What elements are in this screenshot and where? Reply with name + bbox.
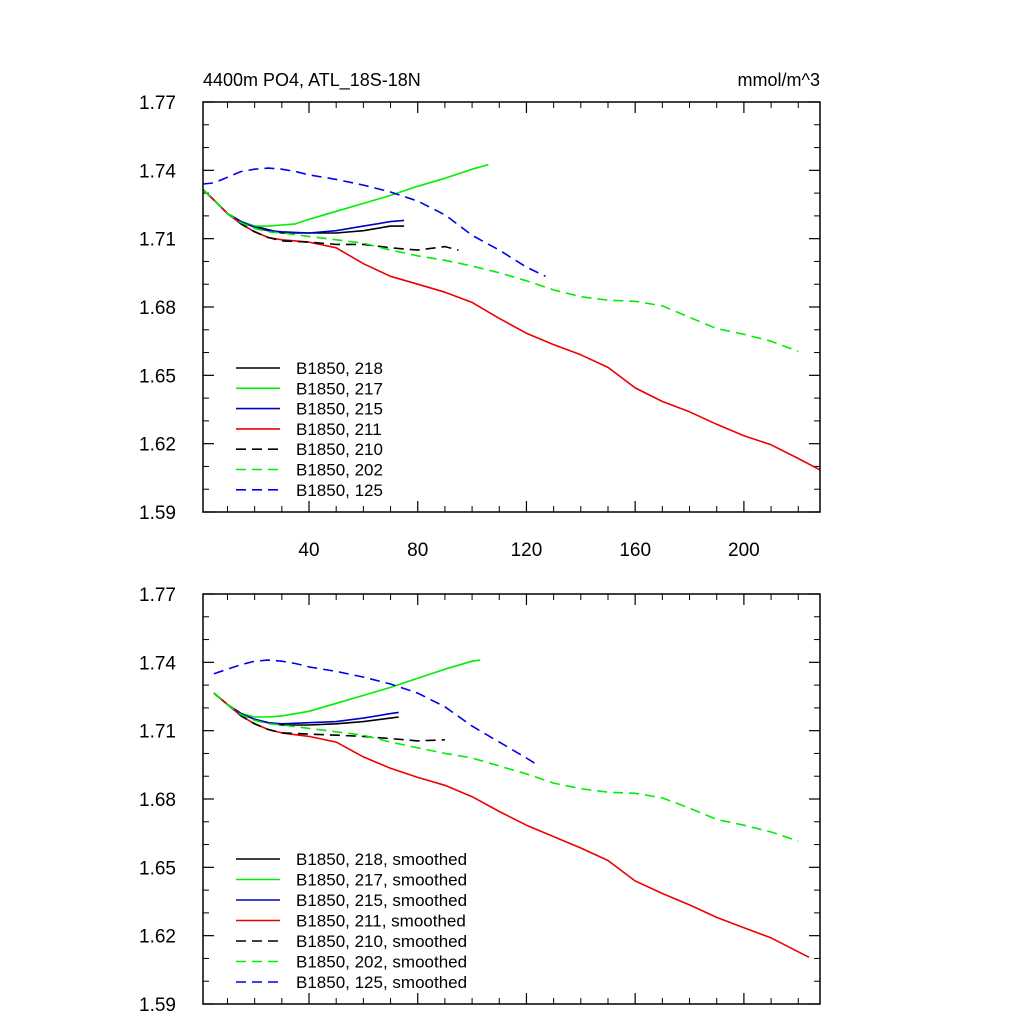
x-tick-label: 40 xyxy=(298,540,319,561)
series-line xyxy=(213,692,399,725)
top-panel-series xyxy=(202,163,821,471)
y-tick-label: 1.77 xyxy=(139,93,176,114)
legend-label: B1850, 218 xyxy=(296,359,383,378)
bottom-panel-axes: 1.59 1.62 1.65 1.68 1.71 1.74 1.77 xyxy=(139,585,820,1016)
top-panel-axes: 1.59 1.62 1.65 1.68 1.71 1.74 1.77 40 80 120 160 20… xyxy=(139,93,820,561)
y-tick-label: 1.62 xyxy=(139,435,176,456)
y-tick-label: 1.77 xyxy=(139,585,176,606)
legend-label: B1850, 210, smoothed xyxy=(296,932,467,951)
top-panel: 4400m PO4, ATL_18S-18N mmol/m^3 1.59 1.62… xyxy=(139,70,821,561)
chart-title: 4400m PO4, ATL_18S-18N xyxy=(203,70,421,91)
legend-label: B1850, 218, smoothed xyxy=(296,850,467,869)
bottom-panel-series xyxy=(213,659,810,959)
x-tick-label: 200 xyxy=(728,540,760,561)
legend-label: B1850, 202, smoothed xyxy=(296,953,467,972)
bottom-plot-frame xyxy=(202,593,821,1005)
y-tick-label: 1.74 xyxy=(139,161,176,182)
series-line xyxy=(202,167,546,278)
legend-label: B1850, 211 xyxy=(296,420,382,439)
legend-label: B1850, 211, smoothed xyxy=(296,912,466,931)
x-tick-label: 120 xyxy=(511,540,543,561)
top-plot-frame xyxy=(202,101,821,513)
y-tick-label: 1.68 xyxy=(139,790,176,811)
legend-label: B1850, 217 xyxy=(296,379,383,398)
bottom-panel: 1.59 1.62 1.65 1.68 1.71 1.74 1.77 B1850, 218,… xyxy=(139,585,821,1016)
y-tick-label: 1.65 xyxy=(139,858,176,879)
legend-label: B1850, 210 xyxy=(296,440,383,459)
units-label: mmol/m^3 xyxy=(738,70,820,90)
legend-label: B1850, 125, smoothed xyxy=(296,973,467,992)
series-line xyxy=(202,189,799,353)
y-tick-label: 1.59 xyxy=(139,995,176,1016)
bottom-legend: B1850, 218, smoothed B1850, 217, smoothed… xyxy=(236,850,467,992)
x-tick-label: 160 xyxy=(619,540,651,561)
legend-label: B1850, 202 xyxy=(296,461,383,480)
y-tick-label: 1.62 xyxy=(139,927,176,948)
x-tick-label: 80 xyxy=(407,540,428,561)
legend-label: B1850, 215 xyxy=(296,400,383,419)
y-tick-label: 1.71 xyxy=(139,722,176,743)
y-tick-label: 1.59 xyxy=(139,503,176,524)
legend-label: B1850, 217, smoothed xyxy=(296,871,467,890)
y-tick-label: 1.68 xyxy=(139,298,176,319)
legend-label: B1850, 215, smoothed xyxy=(296,891,467,910)
y-tick-label: 1.71 xyxy=(139,230,176,251)
y-tick-label: 1.74 xyxy=(139,653,176,674)
legend-label: B1850, 125 xyxy=(296,481,383,500)
y-tick-label: 1.65 xyxy=(139,366,176,387)
series-line xyxy=(213,659,538,766)
